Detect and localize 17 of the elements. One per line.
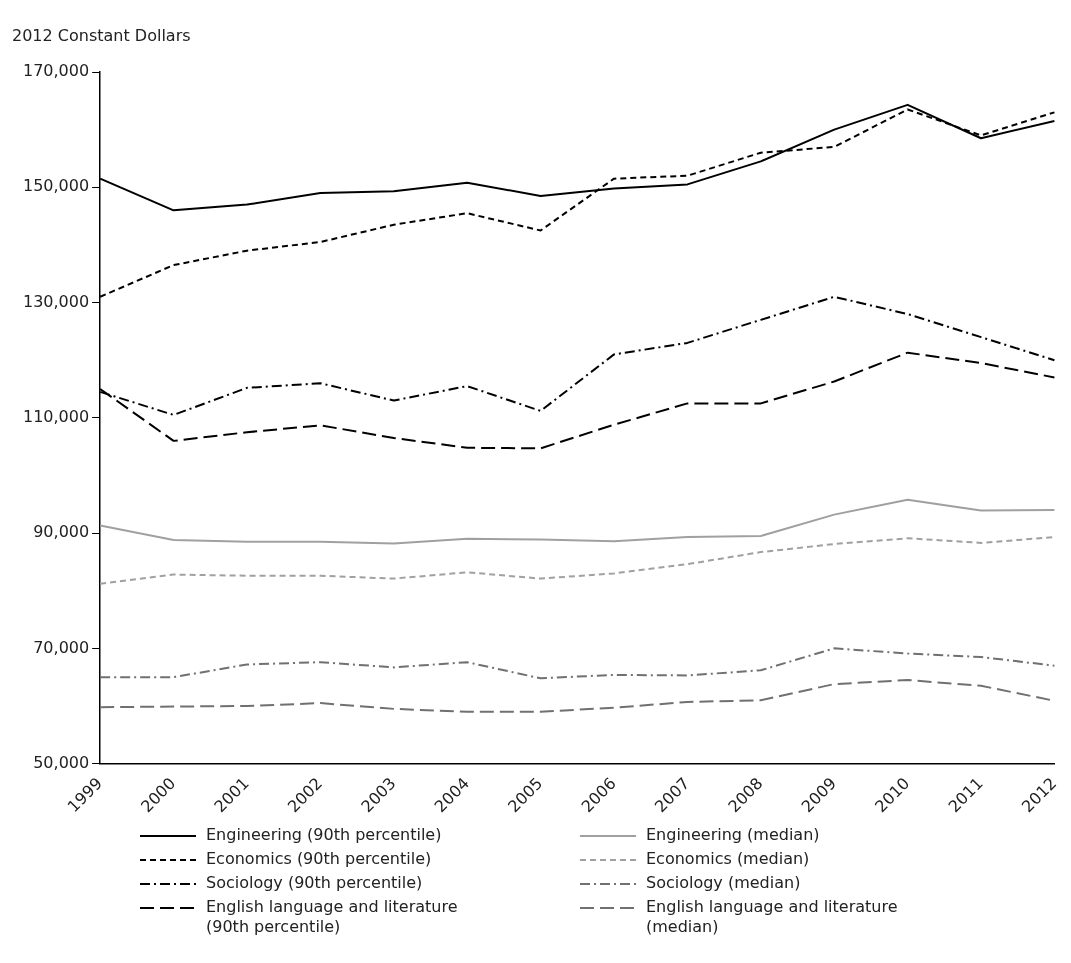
y-tick-label: 170,000 <box>22 61 90 81</box>
legend-label: English language and literature (median) <box>646 897 899 937</box>
y-tick-label: 50,000 <box>33 752 90 772</box>
legend-label: Economics (median) <box>646 849 811 869</box>
legend-label: Engineering (90th percentile) <box>206 825 443 845</box>
y-tick-label: 110,000 <box>22 406 90 426</box>
y-tick-label: 150,000 <box>22 176 90 196</box>
y-tick-label: 90,000 <box>33 522 90 542</box>
y-axis-title: 2012 Constant Dollars <box>12 26 191 45</box>
legend-label: English language and literature (90th percentile) <box>206 897 459 937</box>
legend-label: Economics (90th percentile) <box>206 849 433 869</box>
legend-label: Engineering (median) <box>646 825 821 845</box>
legend-label: Sociology (90th percentile) <box>206 873 424 893</box>
y-tick-label: 130,000 <box>22 291 90 311</box>
legend-label: Sociology (median) <box>646 873 802 893</box>
y-tick-label: 70,000 <box>33 637 90 657</box>
line-series <box>99 647 1056 680</box>
